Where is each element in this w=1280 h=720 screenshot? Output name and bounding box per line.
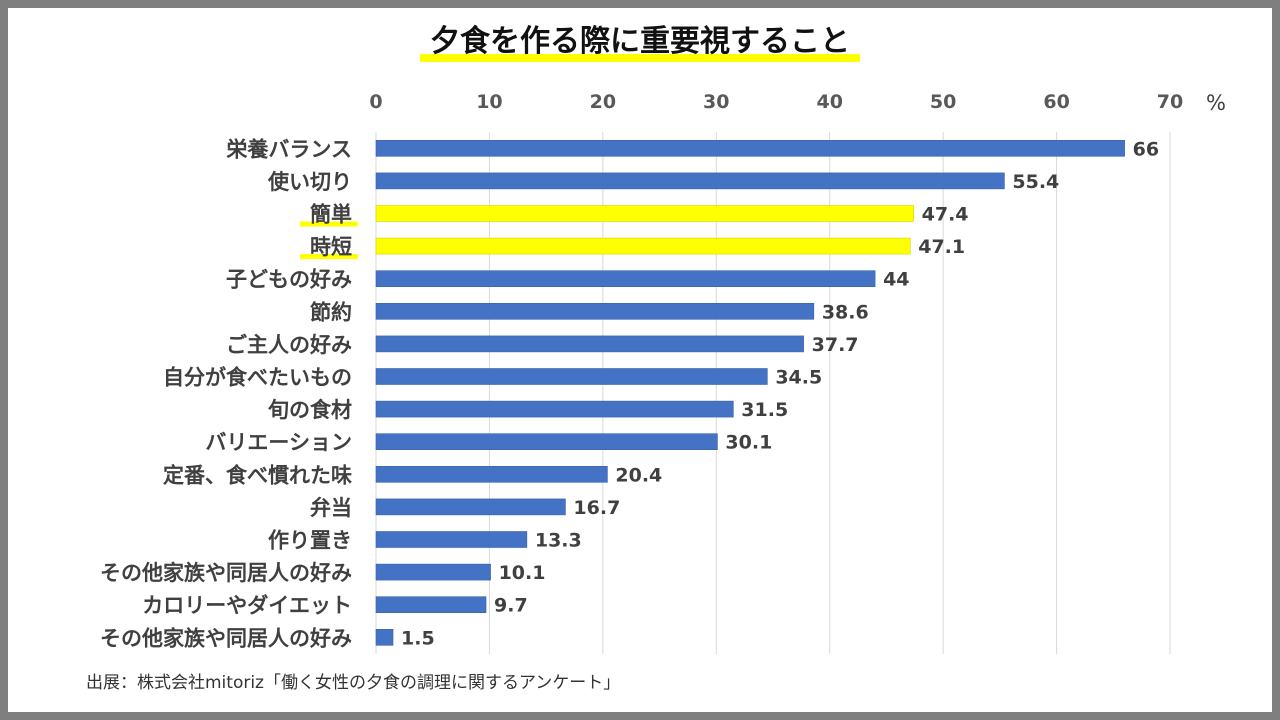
tick-label: 50 xyxy=(930,91,956,113)
bar xyxy=(375,172,1005,190)
bar xyxy=(375,563,491,581)
tick-label: 70 xyxy=(1157,91,1183,113)
value-label: 37.7 xyxy=(812,334,859,356)
value-label: 44 xyxy=(883,269,909,291)
bar xyxy=(375,270,876,288)
tick-label: 30 xyxy=(703,91,729,113)
value-label: 10.1 xyxy=(499,562,546,584)
category-label: 簡単 xyxy=(310,203,352,227)
category-highlight-mark xyxy=(300,221,358,227)
bar xyxy=(375,498,566,516)
bar xyxy=(375,368,768,385)
category-label: 使い切り xyxy=(267,170,352,194)
bar xyxy=(375,596,487,614)
category-label: 弁当 xyxy=(310,496,352,520)
value-label: 16.7 xyxy=(573,497,620,519)
category-label: ご主人の好み xyxy=(226,333,352,357)
bar xyxy=(375,465,608,483)
value-label: 20.4 xyxy=(615,464,662,486)
category-label: 旬の食材 xyxy=(267,398,352,422)
value-label: 13.3 xyxy=(535,530,582,552)
value-label: 47.4 xyxy=(922,204,969,226)
category-label: 栄養バランス xyxy=(225,137,352,161)
category-label: バリエーション xyxy=(205,431,352,455)
bar xyxy=(375,302,815,320)
bar-highlighted xyxy=(375,237,911,255)
value-label: 34.5 xyxy=(775,367,822,389)
value-label: 31.5 xyxy=(741,399,788,421)
unit-label: % xyxy=(1206,91,1226,115)
title-wrap: 夕食を作る際に重要視すること xyxy=(0,22,1280,62)
value-label: 38.6 xyxy=(822,301,869,323)
value-label: 30.1 xyxy=(725,432,772,454)
category-label: その他家族や同居人の好み xyxy=(100,626,352,650)
category-label: その他家族や同居人の好み xyxy=(100,561,352,585)
category-label: カロリーやダイエット xyxy=(142,594,352,618)
tick-label: 0 xyxy=(369,91,382,113)
chart-title: 夕食を作る際に重要視すること xyxy=(420,22,860,62)
value-label: 47.1 xyxy=(918,236,965,258)
bar-highlighted xyxy=(375,205,914,222)
tick-label: 60 xyxy=(1043,91,1069,113)
category-label: 時短 xyxy=(310,235,352,259)
tick-label: 10 xyxy=(476,91,502,113)
bar xyxy=(375,140,1125,157)
category-label: 作り置き xyxy=(268,529,352,553)
bar xyxy=(375,335,804,353)
bar xyxy=(375,433,718,451)
source-note: 出展：株式会社mitoriz「働く女性の夕食の調理に関するアンケート」 xyxy=(86,673,621,693)
value-label: 55.4 xyxy=(1012,171,1059,193)
bar xyxy=(375,531,528,548)
value-label: 66 xyxy=(1133,138,1159,160)
category-label: 子どもの好み xyxy=(226,268,352,292)
bar xyxy=(375,628,394,646)
tick-label: 20 xyxy=(590,91,616,113)
category-label: 自分が食べたいもの xyxy=(163,366,352,390)
value-label: 1.5 xyxy=(401,627,435,649)
category-label: 定番、食べ慣れた味 xyxy=(163,463,352,487)
category-highlight-mark xyxy=(300,254,358,260)
bar xyxy=(375,400,734,418)
tick-label: 40 xyxy=(816,91,842,113)
value-label: 9.7 xyxy=(494,595,528,617)
category-label: 節約 xyxy=(310,300,352,324)
chart-card xyxy=(8,8,1272,712)
